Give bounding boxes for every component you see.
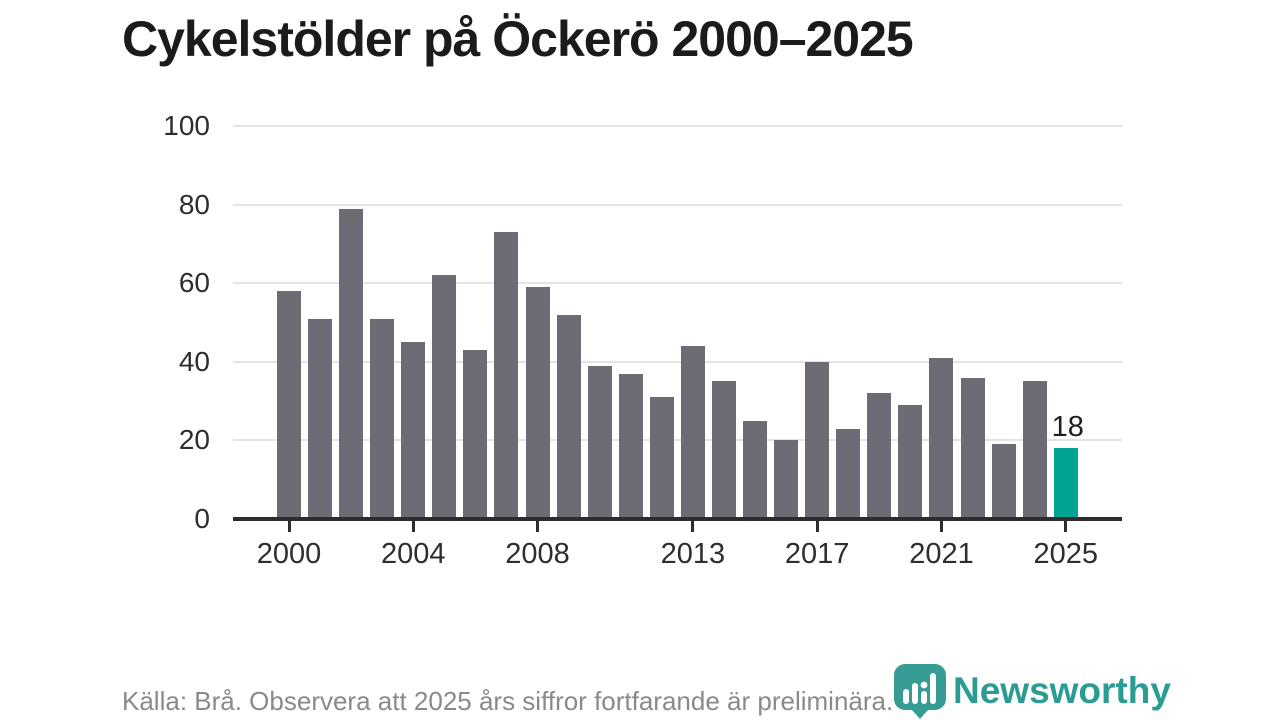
y-tick-label: 80 — [178, 188, 210, 220]
y-tick-label: 40 — [178, 345, 210, 377]
source-note: Källa: Brå. Observera att 2025 års siffr… — [122, 686, 894, 716]
value-annotation: 18 — [1051, 411, 1084, 444]
x-tick-mark — [691, 521, 695, 532]
y-gridline — [233, 203, 1122, 206]
bar-2002 — [339, 208, 364, 519]
bar-2016 — [774, 440, 799, 519]
bar-2018 — [836, 428, 861, 519]
bar-2009 — [556, 314, 581, 519]
bar-2019 — [867, 393, 892, 519]
y-gridline — [233, 125, 1122, 127]
bar-2006 — [463, 350, 488, 519]
bar-2024 — [1022, 381, 1047, 519]
x-tick-label: 2013 — [660, 538, 726, 570]
bar-2012 — [649, 397, 674, 519]
bar-2007 — [494, 232, 519, 519]
bar-2017 — [805, 361, 830, 519]
x-tick-label: 2000 — [256, 538, 322, 570]
bar-2020 — [898, 405, 923, 519]
bar-2010 — [587, 365, 612, 519]
bar-2000 — [277, 291, 301, 519]
bar-2001 — [308, 318, 333, 519]
bar-2005 — [432, 275, 457, 519]
bar-2023 — [991, 444, 1016, 519]
bar-2021 — [929, 357, 954, 519]
bar-2008 — [525, 287, 550, 519]
x-tick-mark — [939, 521, 943, 532]
x-tick-label: 2025 — [1033, 538, 1098, 570]
bar-2013 — [680, 346, 705, 519]
x-tick-label: 2017 — [784, 538, 850, 570]
bar-2003 — [370, 318, 395, 519]
x-tick-mark — [536, 521, 540, 532]
y-gridline — [233, 282, 1122, 285]
y-tick-label: 0 — [194, 503, 210, 534]
x-axis-line — [233, 517, 1122, 521]
bar-2011 — [618, 373, 643, 519]
bar-2004 — [401, 342, 426, 519]
x-tick-label: 2008 — [505, 538, 570, 570]
bar-2014 — [711, 381, 736, 519]
y-tick-label: 20 — [178, 424, 210, 456]
x-tick-label: 2004 — [381, 538, 446, 570]
x-tick-mark — [411, 521, 415, 532]
y-gridline — [233, 360, 1122, 363]
x-tick-mark — [287, 521, 291, 532]
bar-2022 — [960, 377, 985, 519]
y-tick-label: 60 — [178, 267, 210, 299]
x-tick-mark — [815, 521, 819, 532]
y-tick-label: 100 — [163, 110, 210, 141]
chart-title: Cykelstölder på Öckerö 2000–2025 — [122, 11, 914, 67]
newsworthy-wordmark: Newsworthy — [953, 670, 1171, 711]
y-gridline — [233, 439, 1122, 442]
x-tick-mark — [1064, 521, 1068, 532]
x-tick-label: 2021 — [909, 538, 974, 570]
bar-2015 — [743, 420, 768, 519]
newsworthy-logo: Newsworthy — [893, 663, 1171, 719]
newsworthy-pin-icon — [894, 664, 946, 719]
bar-highlighted-2025 — [1053, 448, 1078, 519]
